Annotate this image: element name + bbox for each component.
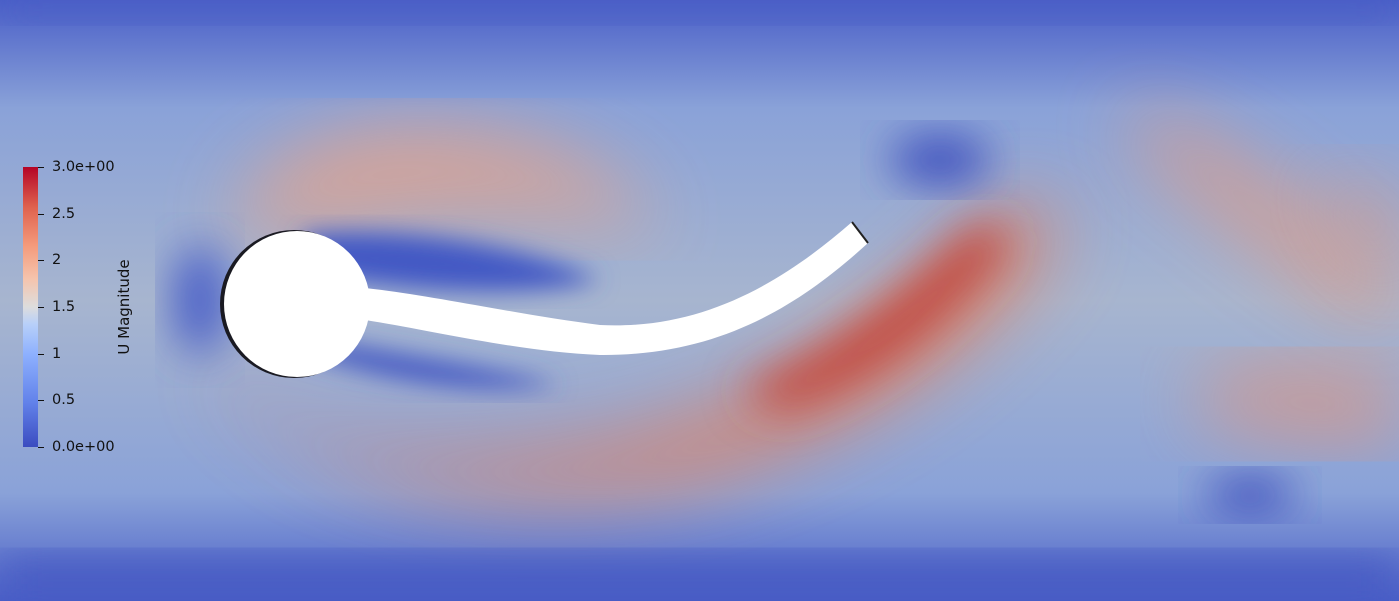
- colorbar-tick: [38, 167, 44, 168]
- colorbar-tick-label: 1: [52, 345, 62, 362]
- colorbar-tick: [38, 307, 44, 308]
- upper-vortex-core: [890, 135, 990, 185]
- lower-vortex-core: [1205, 477, 1295, 513]
- colorbar-gradient: [23, 167, 38, 447]
- colorbar-tick-label: 0.5: [52, 392, 76, 409]
- wake-streak-upper: [1120, 110, 1399, 330]
- upper-shear-layer: [230, 128, 660, 230]
- wake-streak-lower: [1200, 368, 1399, 440]
- recirculation-zone-lower: [300, 340, 560, 389]
- flexible-flag: [365, 222, 868, 356]
- colorbar-legend: 3.0e+00 2.5 2 1.5 1 0.5 0.0e+00 U Magnitude: [0, 0, 160, 470]
- flag-tip-edge: [851, 221, 869, 244]
- colorbar-tick-label: 1.5: [52, 299, 76, 315]
- colorbar-tick-label: 2.5: [52, 205, 76, 222]
- bottom-boundary-layer: [0, 560, 1399, 601]
- colorbar-tick-label: 2: [52, 252, 62, 269]
- stagnation-zone: [172, 245, 228, 355]
- colorbar-tick: [38, 213, 44, 215]
- cylinder: [224, 231, 370, 377]
- colorbar-tick: [38, 447, 44, 448]
- top-boundary-layer: [0, 0, 1399, 20]
- colorbar-tick-label: 0.0e+00: [52, 439, 115, 455]
- colorbar-tick: [38, 353, 44, 355]
- colorbar-tick-label: 3.0e+00: [52, 159, 115, 175]
- recirculation-zone-upper: [300, 232, 600, 292]
- colorbar-tick: [38, 400, 44, 402]
- colorbar-tick: [38, 260, 44, 262]
- colorbar-title: U Magnitude: [115, 259, 133, 355]
- high-velocity-band: [740, 225, 1007, 410]
- wake-streak-right: [1300, 180, 1399, 300]
